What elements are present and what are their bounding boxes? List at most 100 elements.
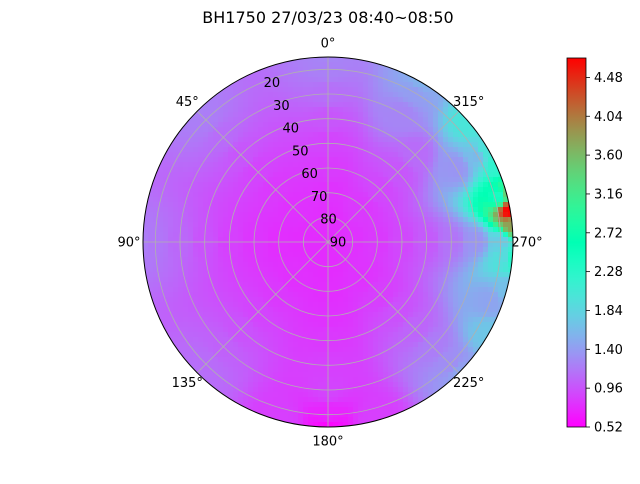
heatmap-cell — [423, 127, 429, 133]
heatmap-cell — [228, 252, 234, 258]
heatmap-cell — [258, 207, 264, 213]
heatmap-cell — [468, 182, 474, 188]
heatmap-cell — [228, 127, 234, 133]
heatmap-cell — [143, 267, 149, 273]
heatmap-cell — [448, 292, 454, 298]
heatmap-cell — [378, 182, 384, 188]
heatmap-cell — [463, 187, 469, 193]
heatmap-cell — [198, 117, 204, 123]
heatmap-cell — [403, 67, 409, 73]
heatmap-cell — [258, 267, 264, 273]
heatmap-cell — [178, 337, 184, 343]
heatmap-cell — [423, 352, 429, 358]
heatmap-cell — [388, 117, 394, 123]
heatmap-cell — [428, 282, 434, 288]
heatmap-cell — [278, 87, 284, 93]
heatmap-cell — [438, 342, 444, 348]
heatmap-cell — [213, 182, 219, 188]
heatmap-cell — [373, 222, 379, 228]
heatmap-cell — [303, 77, 309, 83]
heatmap-cell — [323, 72, 329, 78]
heatmap-cell — [203, 172, 209, 178]
heatmap-cell — [248, 67, 254, 73]
heatmap-cell — [253, 387, 259, 393]
heatmap-cell — [263, 332, 269, 338]
heatmap-cell — [293, 377, 299, 383]
heatmap-cell — [393, 282, 399, 288]
heatmap-cell — [223, 112, 229, 118]
heatmap-cell — [388, 412, 394, 418]
heatmap-cell — [398, 112, 404, 118]
heatmap-cell — [358, 217, 364, 223]
heatmap-cell — [158, 232, 164, 238]
heatmap-cell — [358, 327, 364, 333]
heatmap-cell — [323, 262, 329, 268]
heatmap-cell — [353, 102, 359, 108]
heatmap-cell — [378, 147, 384, 153]
heatmap-cell — [438, 197, 444, 203]
heatmap-cell — [468, 307, 474, 313]
heatmap-cell — [158, 302, 164, 308]
heatmap-cell — [323, 202, 329, 208]
heatmap-cell — [393, 197, 399, 203]
heatmap-cell — [163, 327, 169, 333]
heatmap-cell — [343, 247, 349, 253]
heatmap-cell — [398, 327, 404, 333]
heatmap-cell — [408, 377, 414, 383]
heatmap-cell — [448, 117, 454, 123]
heatmap-cell — [328, 252, 334, 258]
heatmap-cell — [298, 167, 304, 173]
heatmap-cell — [268, 142, 274, 148]
heatmap-cell — [348, 72, 354, 78]
heatmap-cell — [203, 357, 209, 363]
heatmap-cell — [288, 117, 294, 123]
heatmap-cell — [403, 82, 409, 88]
heatmap-cell — [158, 212, 164, 218]
heatmap-cell — [453, 172, 459, 178]
heatmap-cell — [358, 352, 364, 358]
colorbar-tick-label: 2.28 — [594, 265, 623, 280]
heatmap-cell — [303, 297, 309, 303]
heatmap-cell — [228, 237, 234, 243]
heatmap-cell — [278, 272, 284, 278]
heatmap-cell — [363, 252, 369, 258]
heatmap-cell — [493, 307, 499, 313]
heatmap-cell — [368, 157, 374, 163]
heatmap-cell — [388, 407, 394, 413]
heatmap-cell — [448, 287, 454, 293]
heatmap-cell — [223, 292, 229, 298]
heatmap-cell — [353, 417, 359, 423]
heatmap-cell — [223, 217, 229, 223]
heatmap-cell — [168, 227, 174, 233]
heatmap-cell — [393, 142, 399, 148]
heatmap-cell — [243, 192, 249, 198]
heatmap-cell — [508, 257, 513, 263]
heatmap-cell — [318, 57, 324, 63]
heatmap-cell — [268, 297, 274, 303]
heatmap-cell — [413, 92, 419, 98]
heatmap-cell — [448, 132, 454, 138]
heatmap-cell — [353, 67, 359, 73]
heatmap-cell — [278, 202, 284, 208]
heatmap-cell — [288, 297, 294, 303]
heatmap-cell — [218, 177, 224, 183]
heatmap-cell — [218, 347, 224, 353]
heatmap-cell — [263, 192, 269, 198]
heatmap-cell — [438, 167, 444, 173]
heatmap-cell — [178, 302, 184, 308]
heatmap-cell — [408, 262, 414, 268]
heatmap-cell — [163, 337, 169, 343]
heatmap-cell — [478, 162, 484, 168]
heatmap-cell — [398, 287, 404, 293]
heatmap-cell — [193, 212, 199, 218]
heatmap-cell — [303, 92, 309, 98]
heatmap-cell — [238, 227, 244, 233]
heatmap-cell — [298, 132, 304, 138]
heatmap-cell — [328, 267, 334, 273]
heatmap-cell — [213, 142, 219, 148]
heatmap-cell — [403, 202, 409, 208]
heatmap-cell — [348, 217, 354, 223]
heatmap-cell — [403, 267, 409, 273]
heatmap-cell — [408, 212, 414, 218]
heatmap-cell — [208, 117, 214, 123]
